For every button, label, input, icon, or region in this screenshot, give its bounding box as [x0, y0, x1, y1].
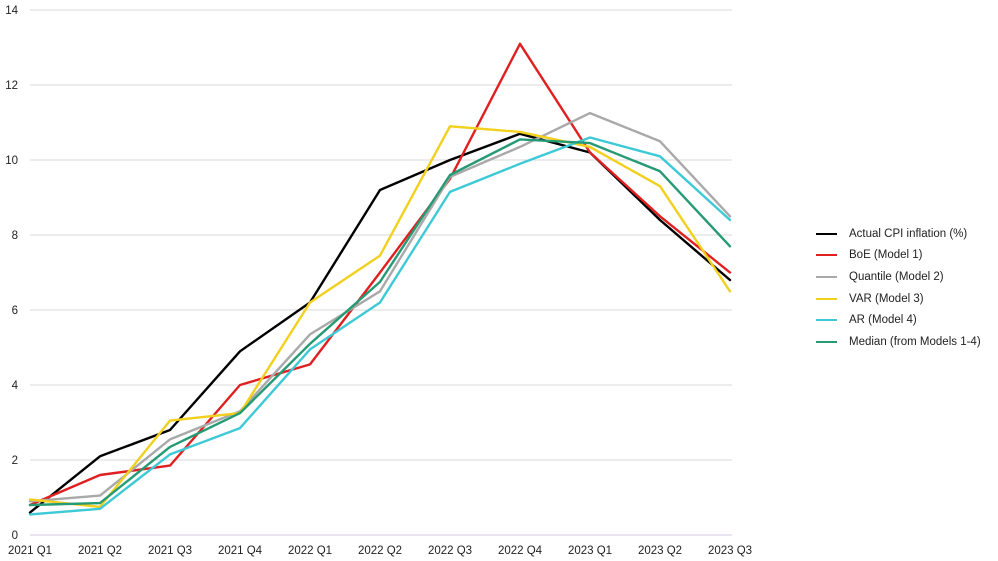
y-tick-label: 2: [12, 455, 18, 467]
y-tick-label: 14: [5, 5, 18, 17]
legend-item: BoE (Model 1): [816, 245, 981, 267]
legend-swatch: [816, 319, 837, 322]
series-line-5: [28, 136, 732, 516]
y-tick-label: 8: [12, 230, 18, 242]
x-tick-label: 2022 Q2: [358, 545, 402, 557]
legend-swatch: [816, 275, 837, 278]
legend-label: Actual CPI inflation (%): [849, 227, 968, 240]
y-axis-tick-labels: 0 2 4 6 8 10 12 14: [5, 5, 18, 542]
legend-label: AR (Model 4): [849, 314, 917, 327]
x-tick-label: 2023 Q3: [708, 545, 752, 557]
y-tick-label: 6: [12, 305, 18, 317]
legend-item: Median (from Models 1-4): [816, 331, 981, 353]
legend-label: BoE (Model 1): [849, 249, 923, 262]
x-tick-label: 2022 Q3: [428, 545, 472, 557]
series-line-1: [28, 132, 732, 514]
legend-label: Median (from Models 1-4): [849, 335, 981, 348]
x-tick-label: 2023 Q1: [568, 545, 612, 557]
x-tick-label: 2021 Q4: [218, 545, 263, 557]
x-tick-label: 2021 Q1: [8, 545, 52, 557]
series-line-6: [28, 138, 732, 507]
legend-item: AR (Model 4): [816, 309, 981, 331]
y-tick-label: 0: [12, 530, 18, 542]
x-tick-label: 2022 Q1: [288, 545, 332, 557]
series-line-2: [28, 42, 732, 507]
gridlines: [30, 9, 732, 536]
legend-label: VAR (Model 3): [849, 292, 924, 305]
x-tick-label: 2021 Q2: [78, 545, 122, 557]
y-tick-label: 12: [5, 80, 18, 92]
series-line-4: [28, 125, 732, 509]
x-tick-label: 2021 Q3: [148, 545, 192, 557]
x-tick-label: 2022 Q4: [498, 545, 543, 557]
legend-swatch: [816, 232, 837, 235]
y-tick-label: 4: [12, 380, 19, 392]
legend-swatch: [816, 254, 837, 257]
x-tick-label: 2023 Q2: [638, 545, 682, 557]
series-lines: [28, 42, 732, 516]
x-axis-tick-labels: 2021 Q1 2021 Q2 2021 Q3 2021 Q4 2022 Q1 2022 …: [8, 545, 752, 557]
series-line-3: [28, 111, 732, 503]
legend-swatch: [816, 340, 837, 343]
legend-item: Quantile (Model 2): [816, 266, 981, 288]
legend-label: Quantile (Model 2): [849, 270, 944, 283]
legend-item: Actual CPI inflation (%): [816, 223, 981, 245]
legend-swatch: [816, 297, 837, 300]
y-tick-label: 10: [5, 155, 18, 167]
legend-item: VAR (Model 3): [816, 288, 981, 310]
legend: Actual CPI inflation (%) BoE (Model 1) Qua…: [816, 223, 981, 353]
